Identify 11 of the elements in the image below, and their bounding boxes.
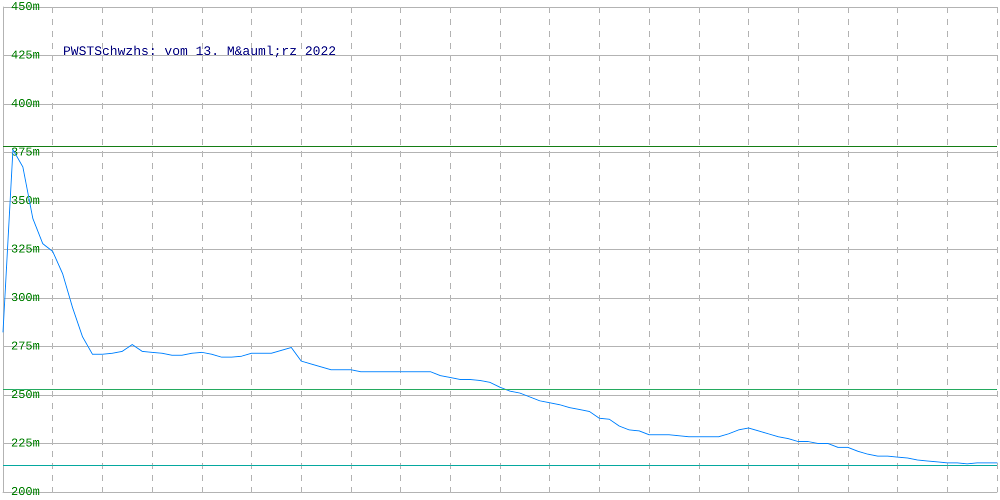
- y-tick-label: 300m: [11, 291, 40, 305]
- y-tick-label: 275m: [11, 340, 40, 354]
- line-series: [2, 149, 998, 464]
- y-tick-label: 200m: [11, 485, 40, 499]
- y-tick-label: 225m: [11, 436, 40, 450]
- y-tick-label: 325m: [11, 242, 40, 256]
- y-tick-label: 400m: [11, 97, 40, 111]
- y-tick-label: 250m: [11, 388, 40, 402]
- y-tick-label: 425m: [11, 48, 40, 62]
- y-tick-label: 450m: [11, 0, 40, 14]
- text: PWSTSchwzhs: vom 13. M&auml;rz 2022: [63, 44, 336, 59]
